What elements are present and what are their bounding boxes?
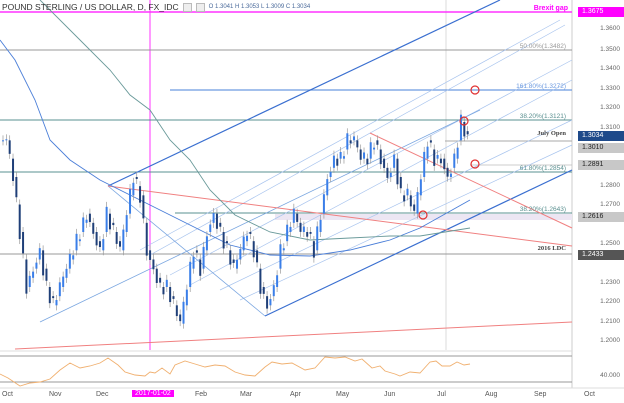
x-tick: Jun (384, 391, 396, 398)
y-tick: 1.2300 (600, 279, 620, 286)
price-tag-current: 1.3034 (578, 131, 624, 141)
fib-382-lower-label: 38.20%(1.2643) (519, 206, 566, 213)
y-tick: 1.3200 (600, 104, 620, 111)
channel-upper (107, 0, 501, 187)
x-tick: Aug (485, 391, 498, 398)
channel-parallels (139, 19, 573, 301)
high-circle (459, 116, 469, 126)
y-tick: 1.2700 (600, 201, 620, 208)
x-tick: Nov (49, 391, 62, 398)
y-tick: 1.3400 (600, 65, 620, 72)
red-trendline-lower (14, 321, 573, 350)
fib-618-label: 61.80%(1.2854) (519, 165, 566, 172)
fib-382-upper-label: 38.20%(1.3121) (519, 113, 566, 120)
rsi-tick: 40.000 (600, 372, 620, 379)
median-line (39, 109, 481, 323)
symbol-title[interactable]: POUND STERLING / US DOLLAR, D, FX_IDC (2, 2, 179, 12)
y-tick: 1.2000 (600, 337, 620, 344)
x-tick: Feb (195, 391, 208, 398)
red-trendline-upper (107, 185, 573, 247)
x-tick: May (336, 391, 350, 398)
support-circle (470, 159, 480, 169)
x-tick: Jul (437, 391, 446, 398)
x-tick-highlight: 2017-01-02 (132, 390, 174, 397)
july-open-label: July Open (537, 130, 566, 137)
rsi-line (0, 356, 471, 387)
x-tick: Sep (534, 391, 547, 398)
y-tick: 1.2100 (600, 318, 620, 325)
target-circle (470, 85, 480, 95)
x-tick: Dec (96, 391, 109, 398)
y-tick: 1.3600 (600, 25, 620, 32)
x-tick: Oct (584, 391, 595, 398)
y-tick: 1.3100 (600, 124, 620, 131)
price-tag-12891: 1.2891 (578, 160, 624, 170)
price-tag-12433: 1.2433 (578, 250, 624, 260)
pitchfork-handle (107, 185, 266, 317)
fib-161-label: 161.80%(1.3272) (516, 83, 566, 90)
channel-lower (264, 169, 573, 317)
x-tick: Apr (290, 391, 301, 398)
x-tick: Mar (240, 391, 253, 398)
price-tag-12616: 1.2616 (578, 212, 624, 222)
chart-header: POUND STERLING / US DOLLAR, D, FX_IDC O … (2, 2, 310, 12)
y-tick: 1.2200 (600, 298, 620, 305)
ldc-2016-label: 2016 LDC (537, 245, 566, 252)
brexit-gap-label: Brexit gap (533, 5, 568, 12)
settings-icon[interactable] (182, 2, 192, 12)
x-tick: Oct (2, 391, 13, 398)
y-tick: 1.2500 (600, 240, 620, 247)
ohlc-values: O 1.3041 H 1.3053 L 1.3009 C 1.3034 (208, 4, 311, 10)
price-tag-13010: 1.3010 (578, 143, 624, 153)
moving-average-slow (39, 0, 471, 241)
low-circle (418, 210, 428, 220)
fib-50-label: 50.00%(1.3482) (519, 43, 566, 50)
y-tick: 1.2800 (600, 182, 620, 189)
price-tag-brexit: 1.3675 (578, 7, 624, 17)
hide-icon[interactable] (195, 2, 205, 12)
red-trendline-short (369, 132, 573, 229)
y-tick: 1.3500 (600, 46, 620, 53)
support-zone (275, 214, 572, 220)
candlesticks (2, 109, 469, 329)
y-tick: 1.3300 (600, 85, 620, 92)
